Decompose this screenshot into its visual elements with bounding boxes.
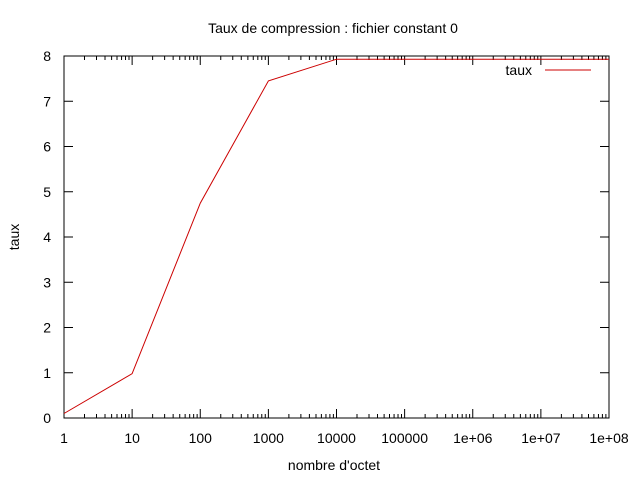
x-tick-label: 1000	[253, 430, 284, 446]
legend-label: taux	[506, 62, 532, 78]
y-tick-label: 4	[43, 229, 51, 245]
y-axis: 0 1 2 3 4 5 6 7 8	[43, 48, 609, 426]
x-tick-label: 1e+06	[453, 430, 493, 446]
x-tick-label: 1e+08	[589, 430, 629, 446]
y-tick-label: 5	[43, 184, 51, 200]
y-tick-label: 7	[43, 93, 51, 109]
legend: taux	[506, 62, 591, 78]
x-tick-label: 100	[189, 430, 213, 446]
y-tick-label: 8	[43, 48, 51, 64]
y-tick-label: 2	[43, 320, 51, 336]
y-tick-label: 0	[43, 410, 51, 426]
x-axis-label: nombre d'octet	[288, 457, 380, 473]
y-tick-label: 6	[43, 139, 51, 155]
x-axis: 1 10 100 1000 10000 100000 1e+06 1e+07 1e+08	[60, 56, 629, 446]
series-line-taux	[63, 58, 609, 414]
x-tick-label: 1e+07	[521, 430, 561, 446]
x-tick-label: 10	[124, 430, 140, 446]
x-tick-label: 10000	[317, 430, 356, 446]
x-tick-label: 100000	[381, 430, 428, 446]
chart-title: Taux de compression : fichier constant 0	[208, 20, 458, 36]
y-tick-label: 3	[43, 274, 51, 290]
x-tick-label: 1	[60, 430, 68, 446]
y-axis-label: taux	[6, 224, 22, 250]
series-layer	[63, 58, 609, 414]
plot-area-frame	[63, 55, 610, 419]
y-tick-label: 1	[43, 365, 51, 381]
